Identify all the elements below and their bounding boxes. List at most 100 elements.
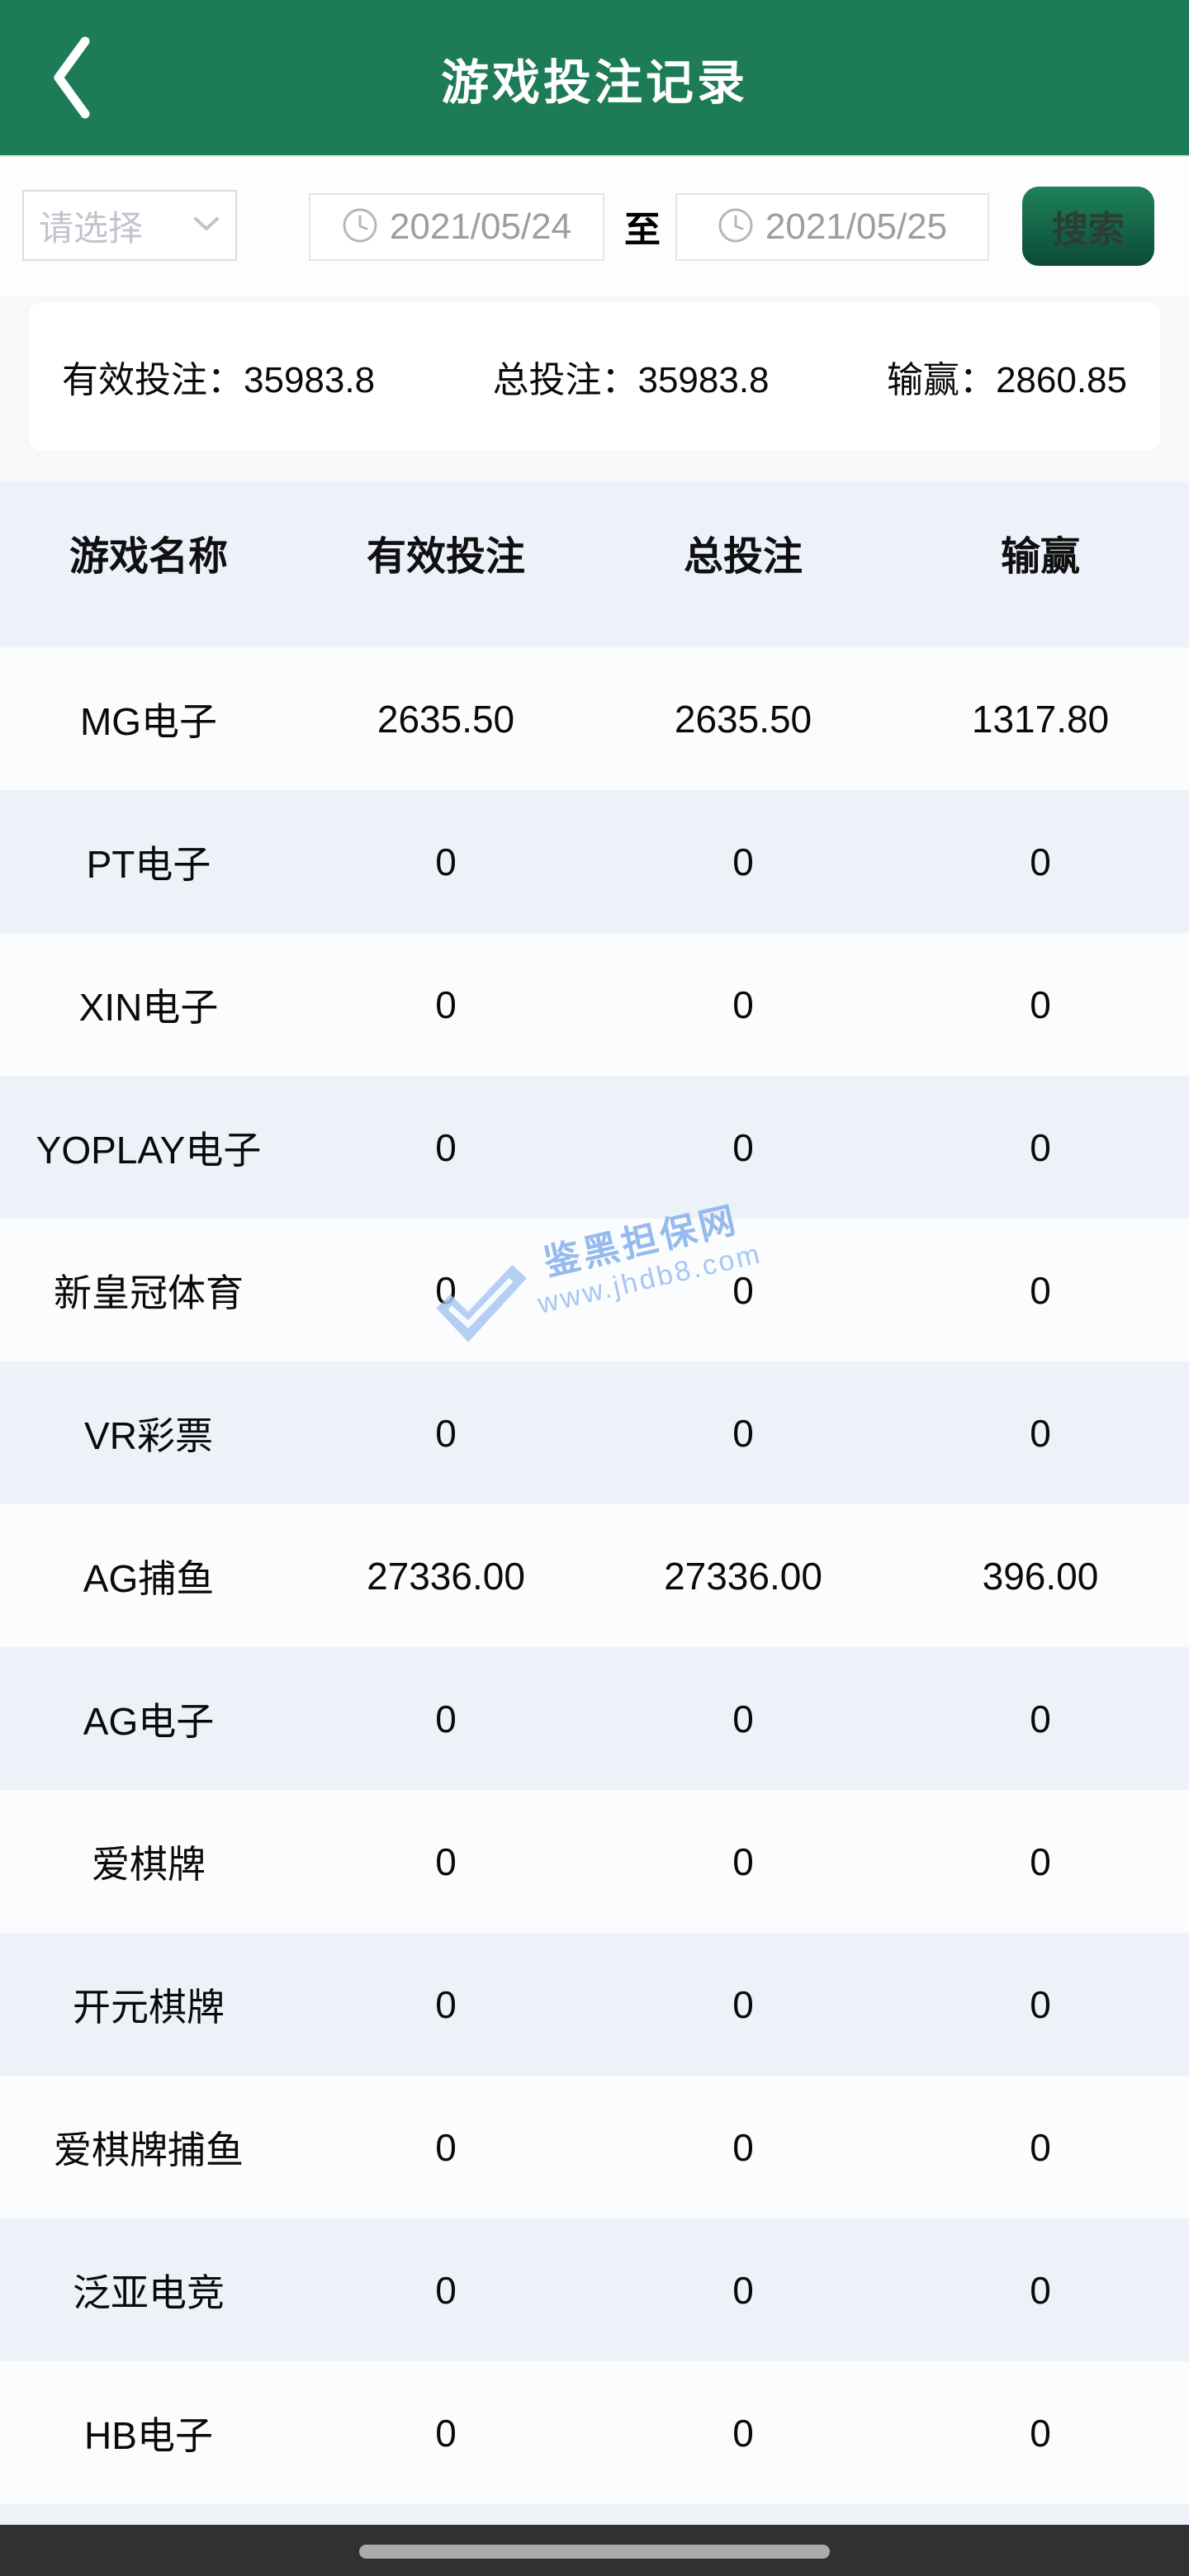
game-name-cell: 开元棋牌 <box>73 1985 225 2029</box>
game-name-cell: VR彩票 <box>84 1413 213 1457</box>
valid-cell: 0 <box>435 1411 457 1455</box>
table-row-partial <box>0 2504 1189 2525</box>
table-row: MG电子 2635.50 2635.50 1317.80 <box>0 647 1189 790</box>
total-cell: 0 <box>732 1268 754 1312</box>
game-name-cell: 新皇冠体育 <box>54 1271 244 1314</box>
summary-card: 有效投注：35983.8 总投注：35983.8 输赢：2860.85 <box>29 302 1160 451</box>
app-header: 游戏投注记录 <box>0 0 1189 157</box>
winloss-cell: 0 <box>1030 2268 1051 2312</box>
table-row: 爱棋牌 0 0 0 <box>0 1790 1189 1933</box>
winloss-cell: 0 <box>1030 2411 1051 2455</box>
winloss-cell: 0 <box>1030 1982 1051 2026</box>
game-name-cell: 爱棋牌捕鱼 <box>54 2128 244 2171</box>
date-range-to-label: 至 <box>624 210 661 250</box>
valid-cell: 0 <box>435 983 457 1026</box>
summary-zone: 有效投注：35983.8 总投注：35983.8 输赢：2860.85 <box>0 296 1189 482</box>
winloss-cell: 0 <box>1030 1125 1051 1169</box>
valid-cell: 0 <box>435 2411 457 2455</box>
game-type-select[interactable]: 请选择 <box>22 190 237 261</box>
valid-cell: 0 <box>435 2125 457 2169</box>
game-name-cell: XIN电子 <box>78 985 219 1029</box>
summary-valid-bets: 有效投注：35983.8 <box>62 350 375 403</box>
home-indicator[interactable] <box>359 2545 830 2559</box>
valid-cell: 2635.50 <box>377 697 515 741</box>
summary-winloss-value: 2860.85 <box>995 360 1127 400</box>
table-row: YOPLAY电子 0 0 0 <box>0 1076 1189 1219</box>
winloss-cell: 0 <box>1030 983 1051 1026</box>
table-row: PT电子 0 0 0 <box>0 790 1189 933</box>
date-to-input[interactable]: 2021/05/25 <box>675 193 989 261</box>
total-cell: 0 <box>732 1697 754 1740</box>
game-name-cell: HB电子 <box>84 2413 213 2457</box>
col-header-winloss: 输赢 <box>1000 535 1080 579</box>
table-row: HB电子 0 0 0 <box>0 2361 1189 2504</box>
valid-cell: 0 <box>435 1125 457 1169</box>
date-to-value: 2021/05/25 <box>765 206 948 247</box>
total-cell: 0 <box>732 1840 754 1883</box>
valid-cell: 0 <box>435 2268 457 2312</box>
bottom-nav-bar <box>0 2525 1189 2576</box>
page-title: 游戏投注记录 <box>440 56 748 110</box>
valid-cell: 0 <box>435 1697 457 1740</box>
clock-icon <box>718 207 754 248</box>
total-cell: 0 <box>732 1411 754 1455</box>
winloss-cell: 0 <box>1030 1840 1051 1883</box>
game-name-cell: PT电子 <box>86 842 211 886</box>
total-cell: 0 <box>732 1982 754 2026</box>
date-from-value: 2021/05/24 <box>389 206 572 247</box>
game-name-cell: AG捕鱼 <box>83 1556 215 1600</box>
winloss-cell: 396.00 <box>982 1554 1099 1598</box>
game-name-cell: 泛亚电竞 <box>73 2271 225 2314</box>
valid-cell: 0 <box>435 1982 457 2026</box>
total-cell: 0 <box>732 2411 754 2455</box>
game-name-cell: YOPLAY电子 <box>36 1128 262 1172</box>
chevron-down-icon <box>192 215 220 237</box>
table-row: 新皇冠体育 0 0 0 <box>0 1219 1189 1361</box>
filter-bar: 请选择 2021/05/24 至 2021/05/25 搜索 <box>0 157 1189 296</box>
summary-total-value: 35983.8 <box>637 360 770 400</box>
col-header-game-name: 游戏名称 <box>69 535 228 579</box>
date-from-input[interactable]: 2021/05/24 <box>309 193 604 261</box>
summary-winloss-label: 输赢： <box>886 360 996 400</box>
table-row: 泛亚电竞 0 0 0 <box>0 2218 1189 2361</box>
winloss-cell: 0 <box>1030 1268 1051 1312</box>
col-header-valid-bets: 有效投注 <box>366 535 525 579</box>
total-cell: 0 <box>732 1125 754 1169</box>
table-row: AG电子 0 0 0 <box>0 1647 1189 1790</box>
valid-cell: 27336.00 <box>367 1554 525 1598</box>
total-cell: 0 <box>732 983 754 1026</box>
valid-cell: 0 <box>435 1268 457 1312</box>
chevron-left-icon <box>47 35 93 125</box>
table-row: 开元棋牌 0 0 0 <box>0 1933 1189 2076</box>
back-button[interactable] <box>33 31 107 127</box>
summary-valid-value: 35983.8 <box>244 360 376 400</box>
total-cell: 0 <box>732 2268 754 2312</box>
valid-cell: 0 <box>435 1840 457 1883</box>
table-body: MG电子 2635.50 2635.50 1317.80 PT电子 0 0 0 XIN电子 0 0 0… <box>0 647 1189 2504</box>
summary-total-label: 总投注： <box>492 360 638 400</box>
valid-cell: 0 <box>435 840 457 883</box>
winloss-cell: 0 <box>1030 1697 1051 1740</box>
winloss-cell: 0 <box>1030 840 1051 883</box>
game-name-cell: 爱棋牌 <box>92 1842 206 1886</box>
table-row: AG捕鱼 27336.00 27336.00 396.00 <box>0 1504 1189 1647</box>
game-name-cell: MG电子 <box>79 699 218 743</box>
select-placeholder: 请选择 <box>39 208 144 248</box>
search-button[interactable]: 搜索 <box>1022 187 1154 266</box>
total-cell: 27336.00 <box>664 1554 822 1598</box>
winloss-cell: 0 <box>1030 2125 1051 2169</box>
table-row: XIN电子 0 0 0 <box>0 933 1189 1076</box>
col-header-total-bets: 总投注 <box>683 535 803 579</box>
table-row: 爱棋牌捕鱼 0 0 0 <box>0 2076 1189 2218</box>
total-cell: 0 <box>732 2125 754 2169</box>
summary-total-bets: 总投注：35983.8 <box>492 350 769 403</box>
summary-winloss: 输赢：2860.85 <box>887 350 1127 403</box>
game-name-cell: AG电子 <box>83 1699 215 1743</box>
total-cell: 0 <box>732 840 754 883</box>
summary-valid-label: 有效投注： <box>62 360 244 400</box>
clock-icon <box>342 207 378 248</box>
winloss-cell: 0 <box>1030 1411 1051 1455</box>
total-cell: 2635.50 <box>674 697 812 741</box>
table-header-row: 游戏名称 有效投注 总投注 输赢 <box>0 482 1189 647</box>
winloss-cell: 1317.80 <box>971 697 1110 741</box>
